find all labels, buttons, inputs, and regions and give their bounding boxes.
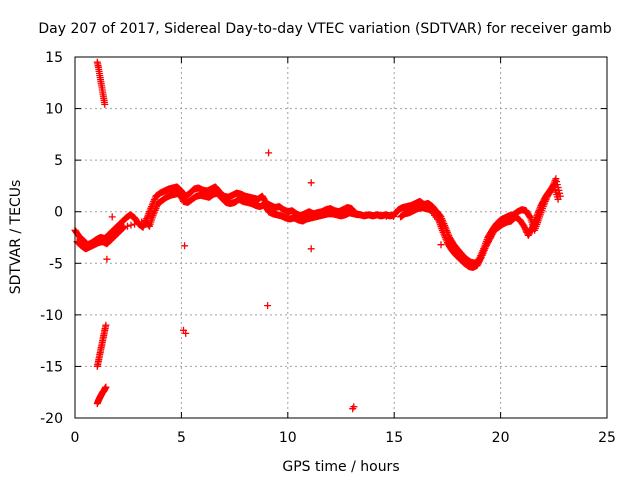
data-point-interp (119, 225, 126, 233)
data-point (554, 195, 562, 203)
axis-ticks (74, 56, 608, 419)
data-point (265, 149, 273, 157)
y-tick-label: -15 (40, 359, 63, 375)
data-points (71, 58, 564, 413)
y-tick-labels: -20 -15 -10 -5 0 5 10 15 (40, 50, 63, 427)
x-tick-label: 25 (598, 430, 616, 446)
x-tick-labels: 0 5 10 15 20 25 (71, 430, 616, 446)
data-point-interp (382, 212, 390, 220)
data-point-interp (124, 222, 131, 230)
data-point (354, 211, 362, 219)
data-point-interp (368, 212, 376, 219)
data-point (181, 242, 189, 250)
data-point (108, 213, 116, 221)
y-tick-label: 15 (45, 50, 63, 66)
data-point (103, 255, 111, 263)
y-axis-title: SDTVAR / TECUs (8, 180, 24, 295)
data-point (349, 405, 357, 413)
data-point-interp (119, 224, 127, 232)
data-point-interp (361, 211, 369, 219)
data-point-interp (549, 182, 557, 190)
chart-title: Day 207 of 2017, Sidereal Day-to-day VTE… (38, 21, 611, 37)
data-point-interp (526, 213, 534, 221)
data-point-interp (477, 255, 485, 262)
data-point (520, 222, 528, 230)
x-axis-title: GPS time / hours (282, 459, 399, 475)
data-point (307, 245, 315, 253)
y-tick-label: 5 (54, 153, 63, 169)
data-point (264, 302, 272, 310)
y-tick-label: -10 (40, 308, 63, 324)
data-point (102, 321, 110, 329)
data-point (102, 383, 110, 391)
y-tick-label: 10 (45, 102, 63, 118)
data-point-interp (521, 224, 529, 232)
x-tick-label: 20 (492, 430, 510, 446)
data-point-interp (528, 225, 536, 233)
data-point-interp (521, 225, 529, 233)
data-point-interp (375, 212, 383, 220)
x-tick-label: 0 (71, 430, 80, 446)
plot-area-border (74, 56, 608, 419)
grid (75, 57, 607, 418)
data-point (437, 241, 445, 249)
data-point (101, 100, 109, 108)
data-point-interp (390, 213, 397, 220)
data-point (182, 329, 190, 337)
data-point (120, 223, 128, 231)
data-point-interp (134, 219, 142, 227)
y-tick-label: 0 (54, 205, 63, 221)
x-tick-label: 5 (177, 430, 186, 446)
x-tick-label: 10 (279, 430, 297, 446)
y-tick-label: -20 (40, 411, 63, 427)
x-tick-label: 15 (385, 430, 403, 446)
data-point-interp (127, 221, 135, 229)
y-tick-label: -5 (49, 256, 63, 272)
data-point-interp (131, 220, 139, 228)
data-point (307, 179, 315, 187)
